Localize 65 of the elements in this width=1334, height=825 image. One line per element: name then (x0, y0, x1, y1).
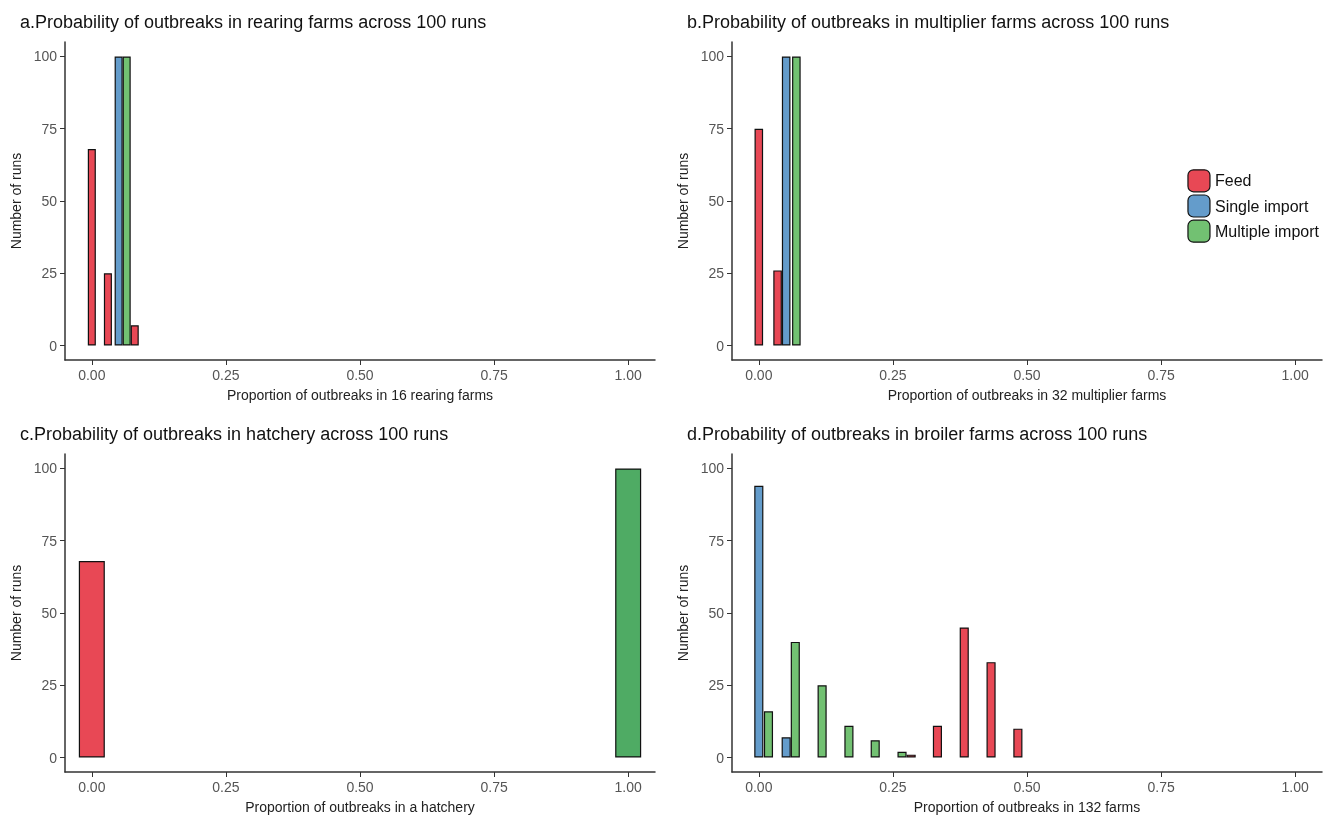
y-tick-label: 0 (716, 749, 725, 766)
y-tick-label: 50 (708, 605, 725, 621)
x-tick-label: 0.25 (212, 779, 240, 795)
y-tick-label: 75 (41, 120, 58, 137)
y-axis-title: Number of runs (7, 564, 24, 662)
x-tick-label: 0.50 (346, 779, 374, 795)
x-tick-label: 1.00 (1281, 779, 1310, 795)
x-tick-label: 1.00 (614, 367, 643, 383)
x-tick-label: 0.00 (745, 779, 773, 795)
y-tick-label: 100 (700, 460, 725, 477)
y-tick-label: 100 (33, 48, 58, 65)
y-tick-label: 50 (41, 193, 58, 209)
x-tick-label: 1.00 (1281, 367, 1310, 383)
y-tick-label: 0 (716, 337, 725, 354)
bar (932, 725, 942, 758)
y-tick-label: 75 (708, 120, 725, 137)
bar (817, 685, 827, 758)
y-tick-label: 25 (708, 677, 725, 694)
y-tick-label: 75 (41, 532, 58, 549)
legend-label: Feed (1214, 172, 1252, 190)
y-tick-label: 25 (708, 265, 725, 282)
y-tick-label: 50 (41, 605, 58, 621)
x-tick-label: 0.00 (745, 367, 773, 383)
bar (87, 148, 96, 346)
legend-label: Single import (1214, 197, 1309, 215)
x-tick-label: 0.00 (78, 367, 106, 383)
chart-title: a.Probability of outbreaks in rearing farms across 100 runs (20, 12, 487, 32)
x-tick-label: 0.25 (879, 367, 907, 383)
y-axis-title: Number of runs (7, 152, 24, 250)
x-tick-label: 0.75 (480, 779, 508, 795)
x-tick-label: 0.50 (1013, 779, 1041, 795)
y-tick-label: 25 (41, 265, 58, 282)
x-axis-title: Proportion of outbreaks in 16 rearing farms (226, 387, 494, 403)
bar (1013, 728, 1023, 758)
x-tick-label: 0.50 (346, 367, 374, 383)
x-tick-label: 0.75 (1147, 779, 1175, 795)
chart-title: b.Probability of outbreaks in multiplier farms across 100 runs (687, 12, 1170, 32)
y-tick-label: 75 (708, 532, 725, 549)
y-tick-label: 25 (41, 677, 58, 694)
bar (986, 662, 996, 758)
x-axis-title: Proportion of outbreaks in a hatchery (245, 799, 475, 815)
x-tick-label: 0.75 (1147, 367, 1175, 383)
chart-title: c.Probability of outbreaks in hatchery across 100 runs (20, 424, 449, 444)
x-tick-label: 0.75 (480, 367, 508, 383)
bar (103, 273, 112, 346)
legend-label: Multiple import (1214, 222, 1320, 240)
y-tick-label: 100 (700, 48, 725, 65)
chart-title: d.Probability of outbreaks in broiler farms across 100 runs (687, 424, 1148, 444)
x-tick-label: 0.50 (1013, 367, 1041, 383)
y-axis-title: Number of runs (674, 152, 691, 250)
x-axis-title: Proportion of outbreaks in 132 farms (913, 799, 1141, 815)
y-axis-title: Number of runs (674, 564, 691, 662)
x-tick-label: 0.25 (879, 779, 907, 795)
bar (870, 740, 880, 758)
y-tick-label: 50 (708, 193, 725, 209)
bar (844, 725, 854, 758)
x-tick-label: 0.25 (212, 367, 240, 383)
x-tick-label: 0.00 (78, 779, 106, 795)
y-tick-label: 0 (49, 749, 58, 766)
y-tick-label: 100 (33, 460, 58, 477)
x-axis-title: Proportion of outbreaks in 32 multiplier farms (887, 387, 1167, 403)
bar (754, 128, 764, 346)
bar (959, 627, 969, 758)
y-tick-label: 0 (49, 337, 58, 354)
x-tick-label: 1.00 (614, 779, 643, 795)
